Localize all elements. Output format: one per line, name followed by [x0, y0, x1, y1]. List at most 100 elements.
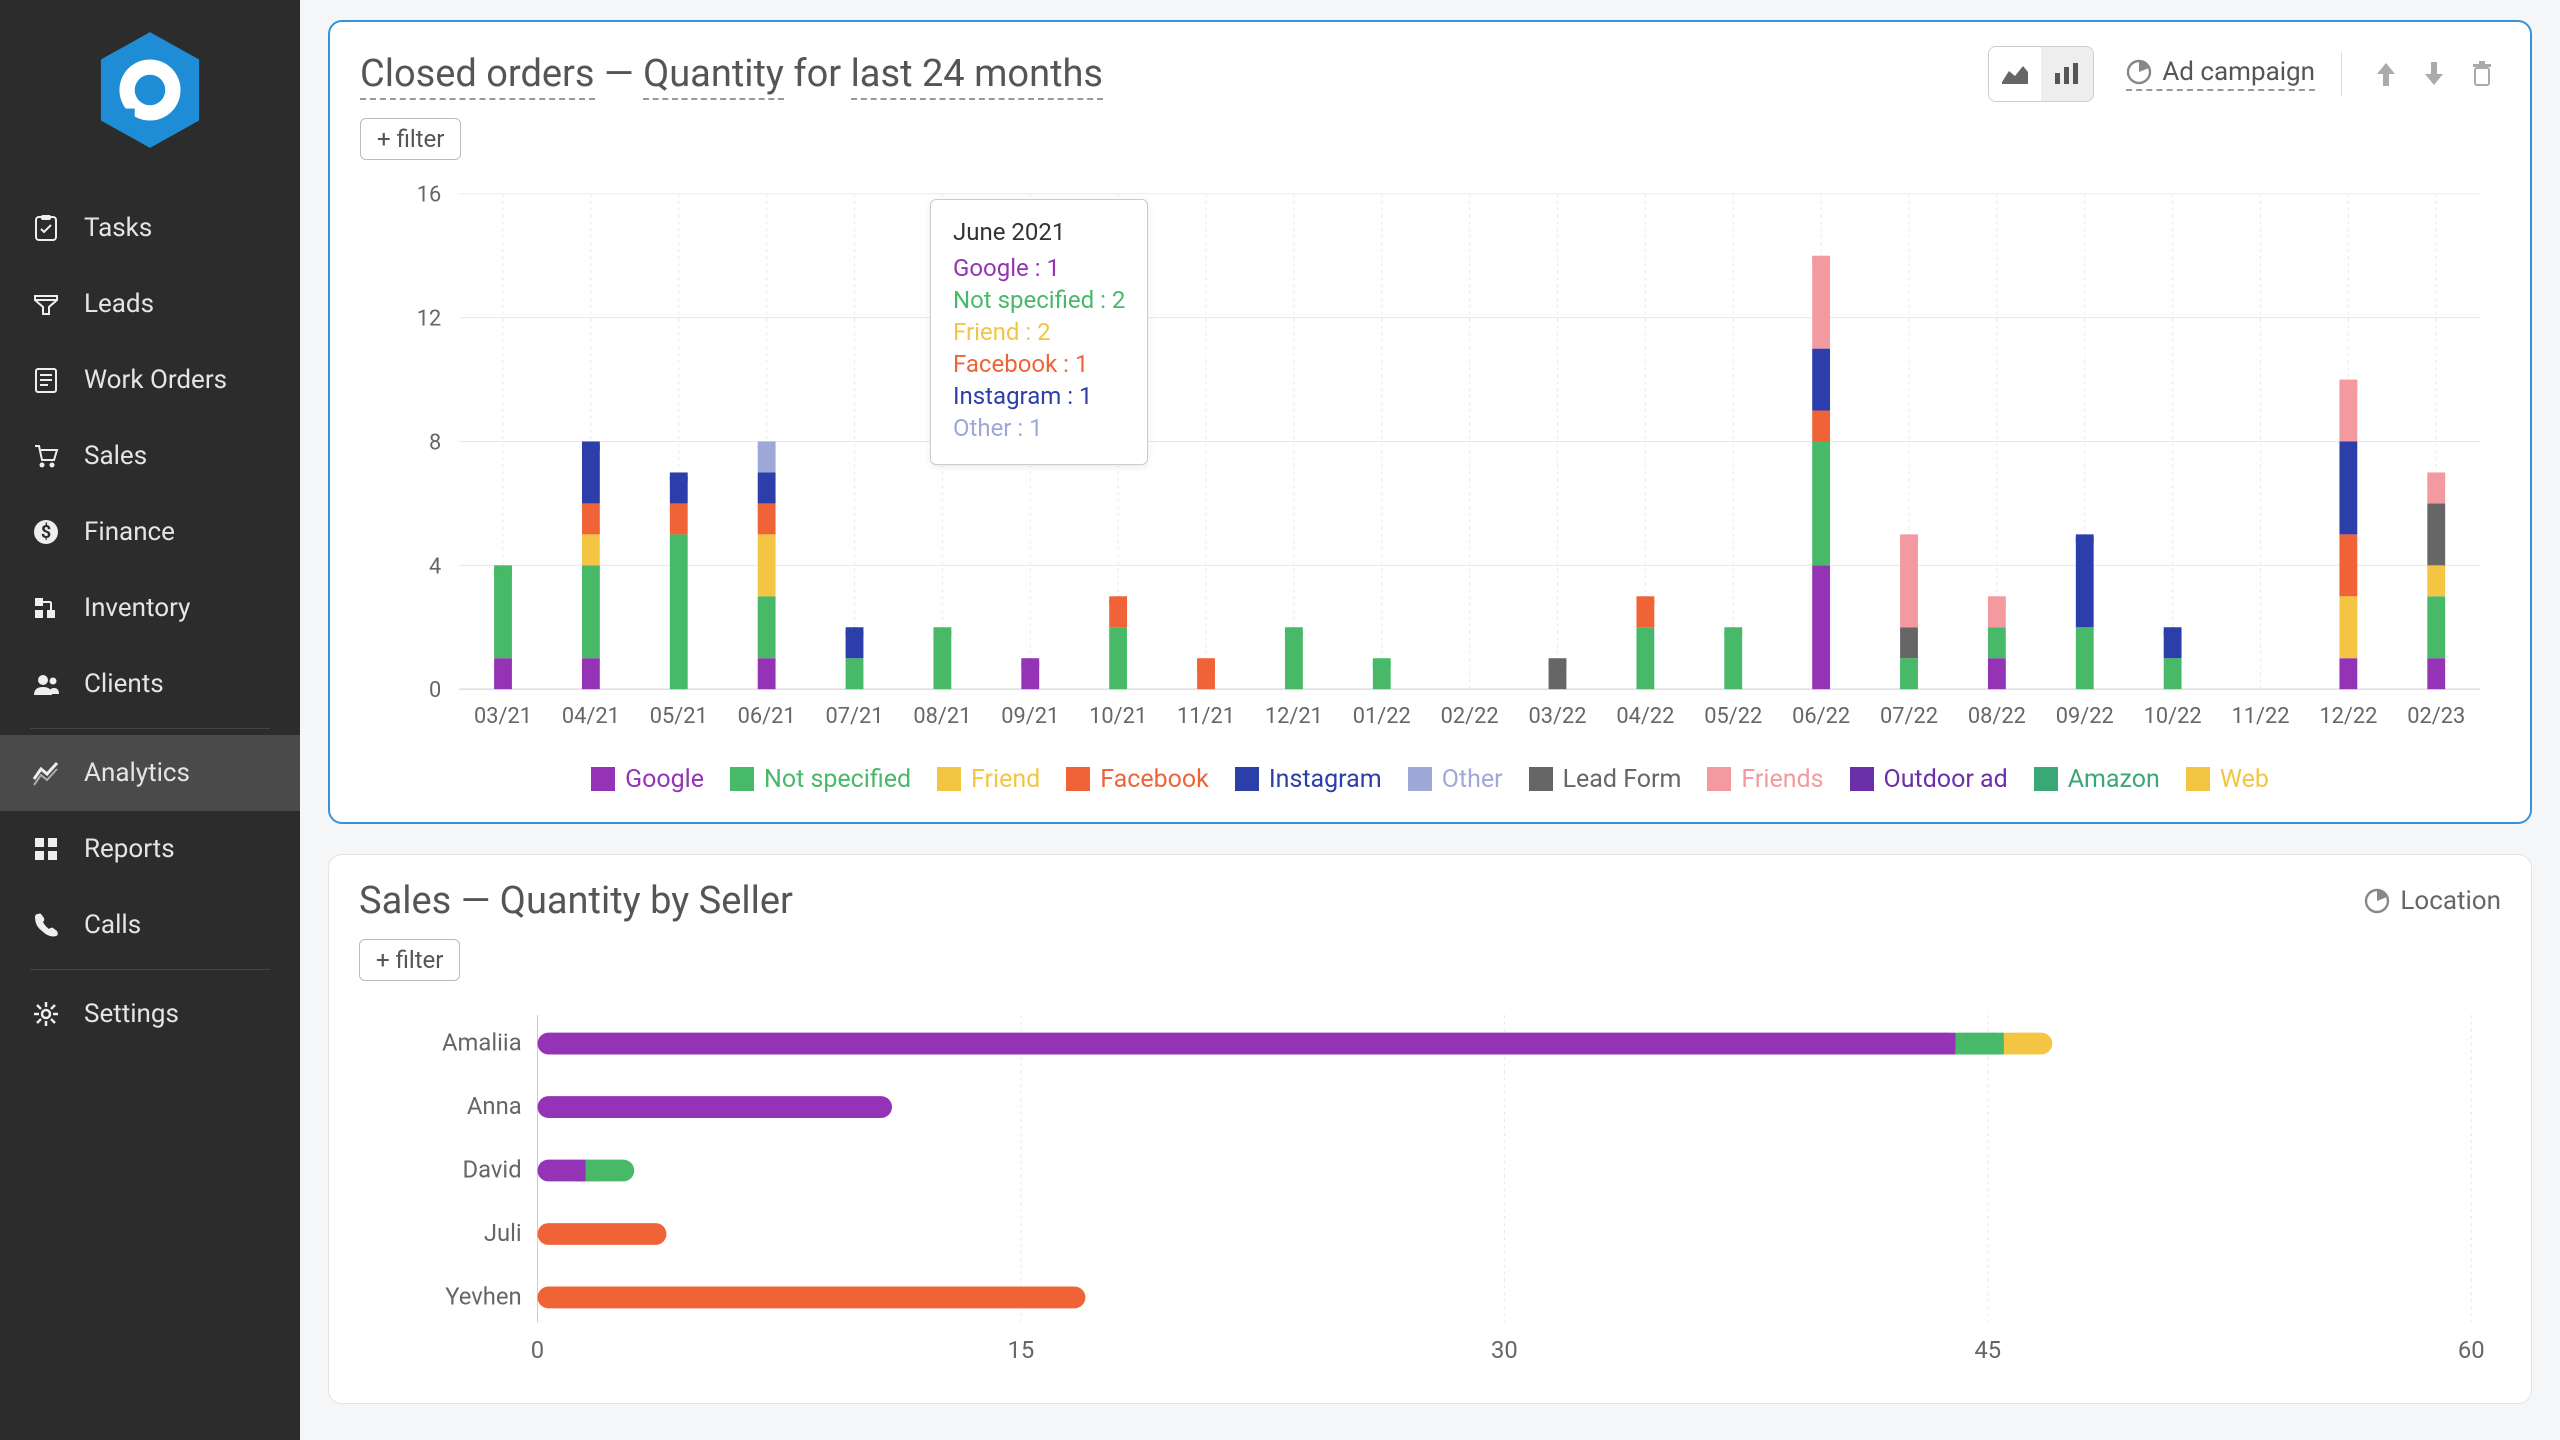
svg-text:0: 0	[429, 678, 441, 703]
sidebar-item-leads[interactable]: Leads	[0, 266, 300, 342]
svg-text:Amaliia: Amaliia	[442, 1028, 522, 1056]
sidebar-item-sales[interactable]: Sales	[0, 418, 300, 494]
svg-text:10/21: 10/21	[1089, 704, 1147, 729]
svg-text:12: 12	[417, 307, 441, 332]
reports-icon	[30, 833, 62, 865]
sidebar-item-label: Clients	[84, 669, 164, 699]
svg-text:0: 0	[531, 1336, 544, 1364]
svg-text:07/22: 07/22	[1880, 704, 1938, 729]
svg-text:08/22: 08/22	[1968, 704, 2026, 729]
sidebar-item-label: Work Orders	[84, 365, 227, 395]
sidebar-item-label: Sales	[84, 441, 147, 471]
pie-icon	[2364, 888, 2390, 914]
sidebar-item-label: Tasks	[84, 213, 152, 243]
svg-text:$: $	[41, 522, 51, 543]
panel-actions: Ad campaign	[1988, 46, 2500, 102]
svg-text:Anna: Anna	[467, 1092, 522, 1120]
svg-text:4: 4	[429, 554, 441, 579]
svg-text:16: 16	[417, 183, 441, 208]
analytics-icon	[30, 757, 62, 789]
move-up-button[interactable]	[2368, 56, 2404, 92]
sidebar-item-reports[interactable]: Reports	[0, 811, 300, 887]
legend-item[interactable]: Friends	[1707, 765, 1823, 794]
svg-text:45: 45	[1974, 1336, 2001, 1364]
sidebar-item-settings[interactable]: Settings	[0, 976, 300, 1052]
sales-by-seller-chart: 0 15 30 45 60 Amaliia Anna David Juli Yevhen	[359, 995, 2501, 1376]
bar-chart-button[interactable]	[2041, 47, 2093, 101]
legend-item[interactable]: Facebook	[1066, 765, 1209, 794]
sales-by-seller-panel: Sales — Quantity by Seller Location + fi…	[328, 854, 2532, 1405]
sidebar-item-label: Analytics	[84, 758, 190, 788]
legend-item[interactable]: Amazon	[2034, 765, 2160, 794]
svg-text:07/21: 07/21	[826, 704, 884, 729]
leads-icon	[30, 288, 62, 320]
title-period[interactable]: last 24 months	[851, 52, 1103, 100]
delete-button[interactable]	[2464, 56, 2500, 92]
chart-legend: Google Not specified Friend Facebook Instagr…	[360, 765, 2500, 794]
clients-icon	[30, 668, 62, 700]
sidebar-item-label: Finance	[84, 517, 175, 547]
sales-icon	[30, 440, 62, 472]
sidebar-item-label: Inventory	[84, 593, 190, 623]
panel-header: Sales — Quantity by Seller Location	[359, 879, 2501, 923]
logo	[0, 30, 300, 150]
svg-text:15: 15	[1008, 1336, 1035, 1364]
sidebar-item-analytics[interactable]: Analytics	[0, 735, 300, 811]
svg-text:06/22: 06/22	[1792, 704, 1850, 729]
svg-text:60: 60	[2458, 1336, 2485, 1364]
svg-text:03/21: 03/21	[474, 704, 532, 729]
svg-text:05/22: 05/22	[1704, 704, 1762, 729]
svg-text:11/22: 11/22	[2232, 704, 2290, 729]
sidebar-item-label: Reports	[84, 834, 175, 864]
svg-text:09/21: 09/21	[1001, 704, 1059, 729]
pie-icon	[2126, 59, 2152, 85]
legend-item[interactable]: Lead Form	[1529, 765, 1682, 794]
inventory-icon	[30, 592, 62, 624]
sidebar-item-inventory[interactable]: Inventory	[0, 570, 300, 646]
svg-text:02/23: 02/23	[2407, 704, 2465, 729]
svg-text:02/22: 02/22	[1441, 704, 1499, 729]
add-filter-button[interactable]: + filter	[359, 939, 460, 981]
panel-header: Closed orders — Quantity for last 24 mon…	[360, 46, 2500, 102]
chart-tooltip: June 2021Google : 1Not specified : 2Frie…	[930, 199, 1148, 465]
sidebar-item-finance[interactable]: $ Finance	[0, 494, 300, 570]
sidebar-item-calls[interactable]: Calls	[0, 887, 300, 963]
finance-icon: $	[30, 516, 62, 548]
calls-icon	[30, 909, 62, 941]
legend-item[interactable]: Friend	[937, 765, 1040, 794]
svg-text:01/22: 01/22	[1353, 704, 1411, 729]
workorders-icon	[30, 364, 62, 396]
legend-item[interactable]: Google	[591, 765, 704, 794]
location-selector[interactable]: Location	[2364, 886, 2501, 916]
panel-title: Sales — Quantity by Seller	[359, 879, 793, 923]
legend-item[interactable]: Instagram	[1235, 765, 1382, 794]
svg-text:30: 30	[1491, 1336, 1518, 1364]
sidebar-item-clients[interactable]: Clients	[0, 646, 300, 722]
legend-item[interactable]: Outdoor ad	[1850, 765, 2008, 794]
sidebar-item-tasks[interactable]: Tasks	[0, 190, 300, 266]
area-chart-button[interactable]	[1989, 47, 2041, 101]
svg-text:08/21: 08/21	[913, 704, 971, 729]
sidebar: Tasks Leads Work Orders Sales $ Finance Invent…	[0, 0, 300, 1440]
svg-text:05/21: 05/21	[650, 704, 708, 729]
sidebar-item-label: Leads	[84, 289, 154, 319]
svg-text:Yevhen: Yevhen	[445, 1282, 521, 1310]
tasks-icon	[30, 212, 62, 244]
legend-item[interactable]: Not specified	[730, 765, 911, 794]
panel-title: Closed orders — Quantity for last 24 mon…	[360, 52, 1103, 96]
svg-text:Juli: Juli	[484, 1219, 522, 1247]
svg-text:12/22: 12/22	[2319, 704, 2377, 729]
svg-text:12/21: 12/21	[1265, 704, 1323, 729]
title-metric[interactable]: Quantity	[643, 52, 784, 100]
ad-campaign-selector[interactable]: Ad campaign	[2126, 57, 2315, 91]
legend-item[interactable]: Web	[2186, 765, 2269, 794]
title-prefix[interactable]: Closed orders	[360, 52, 595, 100]
add-filter-button[interactable]: + filter	[360, 118, 461, 160]
legend-item[interactable]: Other	[1408, 765, 1503, 794]
move-down-button[interactable]	[2416, 56, 2452, 92]
svg-text:David: David	[463, 1155, 522, 1183]
svg-text:8: 8	[429, 430, 441, 455]
svg-text:11/21: 11/21	[1177, 704, 1235, 729]
settings-icon	[30, 998, 62, 1030]
sidebar-item-workorders[interactable]: Work Orders	[0, 342, 300, 418]
